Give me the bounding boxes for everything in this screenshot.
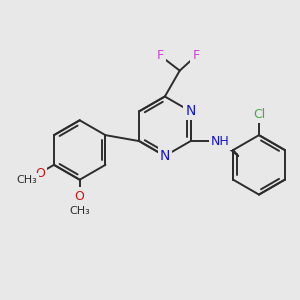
Text: CH₃: CH₃: [69, 206, 90, 216]
Text: O: O: [35, 167, 45, 179]
Text: N: N: [160, 149, 170, 163]
Text: NH: NH: [211, 135, 230, 148]
Text: F: F: [193, 49, 200, 62]
Text: O: O: [75, 190, 85, 202]
Text: CH₃: CH₃: [16, 176, 37, 185]
Text: N: N: [185, 104, 196, 118]
Text: F: F: [157, 49, 164, 62]
Text: Cl: Cl: [253, 108, 265, 121]
